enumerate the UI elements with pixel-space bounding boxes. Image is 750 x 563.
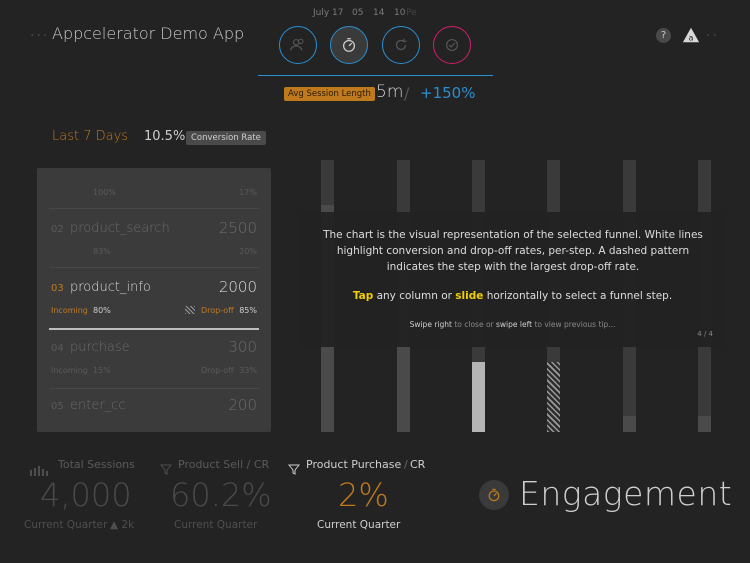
nav-underline xyxy=(258,75,493,76)
engagement-title: Engagement xyxy=(519,474,733,513)
incoming-pct: 15% xyxy=(93,366,111,375)
stat-total-sessions[interactable]: Total Sessions 4,000 Current Quarter ▲ 2… xyxy=(24,0,135,531)
funnel-column-fill xyxy=(547,362,560,432)
tip-page-indicator: 4 / 4 xyxy=(697,330,713,338)
step-number: 05 xyxy=(51,401,64,412)
checkmark-icon xyxy=(446,39,458,51)
dropoff-pct: 20% xyxy=(239,247,257,256)
metric-value: 5m xyxy=(376,82,404,102)
stat-value: 4,000 xyxy=(40,476,132,514)
funnel-column-fill xyxy=(623,416,636,432)
step-number: 04 xyxy=(51,343,64,354)
stat-subtitle: Current Quarter xyxy=(174,519,258,531)
stat-value: 2% xyxy=(338,476,389,514)
stat-title-cr: CR xyxy=(410,458,426,471)
nav-users-button[interactable] xyxy=(279,26,317,64)
app-title: Appcelerator Demo App xyxy=(52,24,245,43)
stat-extra: ▲ 2k xyxy=(110,519,135,531)
funnel-step-row[interactable]: 100% 17% xyxy=(37,168,271,208)
date-range-selector[interactable]: Last 7 Days xyxy=(52,129,129,144)
tip-hint: Swipe right to close or swipe left to vi… xyxy=(300,320,725,329)
nav-funnel-button[interactable] xyxy=(433,26,471,64)
funnel-steps-panel: 100% 17% 02 product_search 2500 83% 20% … xyxy=(37,168,271,432)
stat-subtitle: Current Quarter xyxy=(24,519,108,531)
stopwatch-icon xyxy=(342,38,356,52)
funnel-step-row[interactable]: 02 product_search 2500 83% 20% xyxy=(37,209,271,267)
funnel-step-row[interactable]: 05 enter_cc 200 xyxy=(37,389,271,432)
stat-title: Total Sessions xyxy=(58,458,135,471)
incoming-pct: 80% xyxy=(93,306,111,315)
dropoff-label: Drop-off xyxy=(201,306,234,315)
funnel-step-row[interactable]: 03 product_info 2000 Incoming 80% Drop-o… xyxy=(37,268,271,328)
funnel-icon xyxy=(287,460,301,479)
stat-title-separator: / xyxy=(404,458,408,471)
date-label: 10 xyxy=(394,8,406,18)
tip-slide-word: slide xyxy=(455,290,484,302)
step-name: product_search xyxy=(70,221,170,236)
engagement-stopwatch-icon[interactable] xyxy=(479,480,509,510)
date-label: 05 xyxy=(352,8,364,18)
stat-title: Product Sell / CR xyxy=(178,458,270,471)
stat-title: Product Purchase xyxy=(306,458,402,471)
funnel-column-fill xyxy=(698,416,711,432)
dropoff-pct: 85% xyxy=(239,306,257,315)
step-name: enter_cc xyxy=(70,398,126,413)
stat-product-purchase[interactable]: Product Purchase / CR 2% Current Quarter xyxy=(287,0,425,531)
stat-value: 60.2% xyxy=(170,476,272,514)
conversion-label: Conversion Rate xyxy=(186,131,266,145)
dropoff-pct: 17% xyxy=(239,188,257,197)
nav-retention-button[interactable] xyxy=(382,26,420,64)
more-dots-icon[interactable]: ·· xyxy=(706,28,719,44)
step-name: purchase xyxy=(70,340,130,355)
hint-previous: to view previous tip... xyxy=(532,320,616,329)
tip-action-text: Tap any column or slide horizontally to … xyxy=(300,290,725,302)
stat-product-sell[interactable]: Product Sell / CR 60.2% Current Quarter xyxy=(159,0,272,531)
funnel-step-row[interactable]: 04 purchase 300 Incoming 15% Drop-off 33… xyxy=(37,330,271,388)
dropoff-label: Drop-off xyxy=(201,366,234,375)
incoming-label: Incoming xyxy=(51,306,88,315)
step-name: product_info xyxy=(70,280,151,295)
metric-badge[interactable]: Avg Session Length xyxy=(284,87,375,101)
hint-close: to close or xyxy=(451,320,497,329)
funnel-icon xyxy=(159,460,173,479)
step-value: 300 xyxy=(228,338,257,356)
funnel-column-fill xyxy=(472,362,485,432)
tip-action-end: horizontally to select a funnel step. xyxy=(483,290,673,302)
hint-swipe-right: Swipe right xyxy=(409,320,452,329)
incoming-label: Incoming xyxy=(51,366,88,375)
conversion-percent: 10.5% xyxy=(144,129,186,144)
refresh-icon xyxy=(395,38,407,51)
svg-text:a: a xyxy=(689,32,694,42)
metric-separator: / xyxy=(404,84,410,103)
step-value: 2000 xyxy=(218,278,257,296)
step-value: 2500 xyxy=(218,219,257,237)
row-divider xyxy=(49,208,259,209)
dropoff-pct: 33% xyxy=(239,366,257,375)
step-number: 02 xyxy=(51,224,64,235)
incoming-pct: 83% xyxy=(93,247,111,256)
tip-tap-word: Tap xyxy=(352,290,374,302)
dropoff-hatch-icon xyxy=(185,306,195,314)
metric-change: +150% xyxy=(420,84,476,102)
bar-chart-icon xyxy=(30,461,52,480)
tip-action-mid: any column or xyxy=(373,290,456,302)
hint-swipe-left: swipe left xyxy=(496,320,533,329)
step-value: 200 xyxy=(228,396,257,414)
date-label: 14 xyxy=(373,8,385,18)
nav-engagement-button[interactable] xyxy=(330,26,368,64)
date-label: July 17 xyxy=(313,8,344,18)
tip-text: The chart is the visual representation o… xyxy=(323,229,703,273)
tip-overlay[interactable]: The chart is the visual representation o… xyxy=(300,212,725,347)
incoming-pct: 100% xyxy=(93,188,116,197)
stat-subtitle: Current Quarter xyxy=(317,519,401,531)
step-number: 03 xyxy=(51,283,64,294)
appcelerator-logo-icon[interactable]: a xyxy=(682,26,700,44)
help-icon[interactable]: ? xyxy=(656,28,671,43)
row-divider xyxy=(49,388,259,389)
date-label: Pe xyxy=(406,8,417,18)
row-divider-selected xyxy=(49,328,259,330)
menu-dots-icon[interactable]: ··· xyxy=(30,28,50,44)
row-divider xyxy=(49,267,259,268)
users-icon xyxy=(290,38,304,51)
